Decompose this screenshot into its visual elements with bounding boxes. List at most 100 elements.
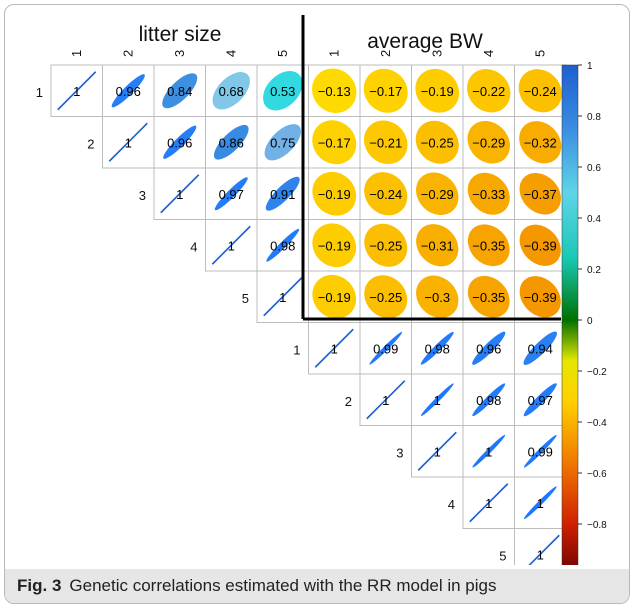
figure-caption: Fig. 3 Genetic correlations estimated wi…	[5, 569, 629, 603]
row-label: 2	[345, 394, 352, 409]
correlation-value: −0.3	[424, 290, 450, 305]
correlation-value: −0.29	[472, 135, 505, 150]
correlation-ellipse	[163, 125, 197, 159]
correlation-ellipse	[523, 434, 557, 468]
diagonal-mark	[417, 431, 457, 471]
correlation-value: 0.94	[528, 341, 553, 356]
diagonal-mark	[108, 122, 148, 162]
matrix-cell	[256, 167, 309, 220]
colorbar-tick-label: −0.8	[587, 520, 607, 531]
correlation-ellipse	[364, 172, 408, 216]
col-label: 2	[120, 50, 135, 57]
row-label: 4	[448, 497, 455, 512]
correlation-chart: 1 1 0.96 0.84 0.68 0.53 −0.13 −0.17 −0.19 −0.22 −0…	[36, 15, 607, 582]
correlation-value: 1	[537, 496, 544, 511]
correlation-ellipse	[415, 68, 460, 113]
correlation-value: 0.99	[528, 444, 553, 459]
correlation-value: 0.98	[476, 393, 501, 408]
correlation-value: −0.29	[421, 187, 454, 202]
correlation-ellipse	[415, 172, 459, 216]
colorbar-tick-label: 0.8	[587, 112, 601, 123]
correlation-ellipse	[472, 434, 506, 468]
correlation-ellipse	[312, 171, 357, 216]
correlation-ellipse	[364, 223, 408, 267]
correlation-ellipse	[416, 224, 459, 267]
correlation-ellipse	[467, 69, 511, 113]
diagonal-mark	[57, 71, 97, 111]
correlation-value: 1	[228, 238, 235, 253]
correlation-value: 1	[279, 290, 286, 305]
correlation-ellipse	[467, 224, 510, 267]
matrix-cell	[256, 116, 309, 169]
correlation-ellipse	[519, 121, 562, 164]
correlation-ellipse	[111, 74, 145, 108]
correlation-ellipse	[420, 331, 454, 365]
correlation-value: 0.99	[373, 341, 398, 356]
colorbar-gradient	[561, 64, 579, 576]
correlation-value: 0.96	[167, 135, 192, 150]
correlation-value: 1	[537, 547, 544, 562]
correlation-value: 0.98	[425, 341, 450, 356]
correlation-value: 1	[485, 444, 492, 459]
correlation-value: 0.91	[270, 187, 295, 202]
row-label: 3	[139, 188, 146, 203]
correlation-value: −0.32	[524, 135, 557, 150]
group-label-average-bw: average BW	[367, 30, 483, 53]
diagonal-mark	[314, 328, 354, 368]
row-label: 1	[36, 85, 43, 100]
correlation-value: −0.19	[421, 84, 454, 99]
correlation-value: 0.53	[270, 84, 295, 99]
colorbar: 10.80.60.40.20−0.2−0.4−0.6−0.8−1	[561, 61, 607, 582]
correlation-ellipse	[213, 124, 249, 160]
correlation-value: −0.21	[369, 135, 402, 150]
correlation-value: −0.17	[369, 84, 402, 99]
col-label: 5	[532, 50, 547, 57]
correlation-value: 0.84	[167, 84, 192, 99]
correlation-value: 1	[434, 444, 441, 459]
correlation-value: −0.24	[369, 187, 402, 202]
correlation-ellipse	[420, 383, 454, 417]
group-label-litter-size: litter size	[139, 23, 222, 46]
correlation-value: −0.35	[472, 238, 505, 253]
col-label: 4	[223, 50, 238, 57]
correlation-ellipse	[312, 120, 357, 165]
correlation-ellipse	[363, 120, 408, 165]
correlation-value: −0.22	[472, 84, 505, 99]
correlation-value: −0.33	[472, 187, 505, 202]
correlation-value: 1	[176, 187, 183, 202]
correlation-ellipse	[263, 71, 303, 111]
correlation-ellipse	[518, 69, 562, 113]
colorbar-tick-label: 0	[587, 316, 593, 327]
correlation-ellipse	[415, 120, 459, 164]
col-label: 3	[429, 50, 444, 57]
correlation-value: −0.19	[318, 290, 351, 305]
correlation-value: 1	[485, 496, 492, 511]
correlation-value: 0.86	[219, 135, 244, 150]
correlation-ellipse	[264, 124, 301, 161]
row-label: 2	[87, 136, 94, 151]
diagonal-mark	[366, 380, 406, 420]
row-label: 4	[190, 239, 197, 254]
caption-label: Fig. 3	[17, 576, 62, 595]
col-label: 5	[275, 50, 290, 57]
colorbar-tick-label: 0.4	[587, 214, 601, 225]
correlation-value: 0.75	[270, 135, 295, 150]
correlation-value: 0.97	[528, 393, 553, 408]
correlation-ellipse	[212, 72, 250, 110]
row-label: 5	[499, 548, 506, 563]
correlation-ellipse	[416, 275, 459, 318]
correlation-value: 1	[125, 135, 132, 150]
colorbar-tick-label: 0.6	[587, 163, 601, 174]
colorbar-tick-label: −0.4	[587, 418, 607, 429]
row-label: 5	[242, 291, 249, 306]
correlation-ellipse	[214, 177, 248, 211]
correlation-ellipse	[472, 331, 506, 365]
correlation-value: −0.19	[318, 187, 351, 202]
correlation-value: 1	[73, 84, 80, 99]
correlation-value: −0.25	[421, 135, 454, 150]
correlation-value: −0.13	[318, 84, 351, 99]
correlation-ellipse	[162, 73, 198, 109]
diagonal-mark	[160, 174, 200, 214]
diagonal-mark	[263, 277, 303, 317]
correlation-ellipse	[467, 172, 510, 215]
